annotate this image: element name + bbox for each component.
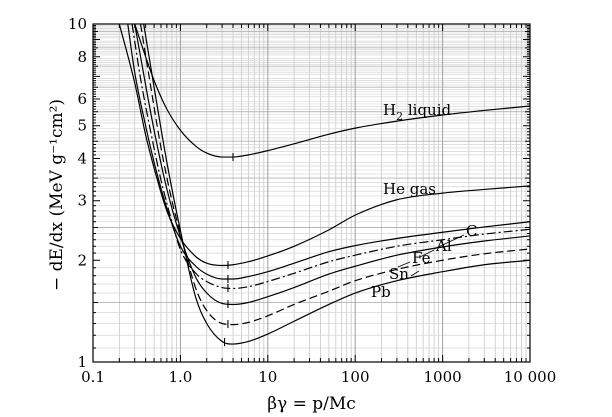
- series-label-c: C: [466, 222, 477, 240]
- y-tick-labels: 1 2 3 4 5 6 8 10: [68, 15, 87, 371]
- y-tick-label: 5: [77, 117, 87, 135]
- x-tick-label: 10 000: [504, 368, 557, 386]
- x-axis-title: βγ = p/Mc: [267, 394, 356, 414]
- x-tick-label: 10: [258, 368, 277, 386]
- y-tick-label: 6: [77, 90, 87, 108]
- label-leader-c: [433, 234, 465, 250]
- curve-he-gas: [118, 23, 531, 267]
- series-label-al: Al: [435, 237, 452, 255]
- x-tick-label: 1000: [424, 368, 462, 386]
- series-label-fe: Fe: [412, 249, 431, 267]
- series-label-pb: Pb: [371, 283, 391, 301]
- grid-lines: [93, 24, 530, 362]
- curve-fe: [134, 23, 531, 306]
- curve-sn: [139, 23, 531, 326]
- series-label-sn: Sn: [389, 265, 409, 283]
- y-tick-label: 10: [68, 15, 87, 33]
- y-tick-label: 4: [77, 150, 87, 168]
- curve-h2-liquid: [134, 23, 531, 158]
- y-tick-label: 3: [77, 192, 87, 210]
- axis-ticks: [92, 24, 530, 362]
- x-tick-label: 1.0: [168, 368, 192, 386]
- x-tick-labels: 0.1 1.0 10 100 1000 10 000: [81, 368, 556, 386]
- curve-c: [127, 23, 531, 280]
- data-curves: [118, 23, 531, 345]
- y-axis-title: − dE/dx (MeV g⁻¹cm²): [47, 99, 67, 291]
- y-tick-label: 1: [77, 353, 87, 371]
- curve-pb: [143, 23, 531, 345]
- minimum-markers: [224, 153, 234, 347]
- y-tick-label: 2: [77, 251, 87, 269]
- y-tick-label: 8: [77, 48, 87, 66]
- x-tick-label: 0.1: [81, 368, 105, 386]
- series-label-he-gas: He gas: [383, 180, 436, 198]
- label-leader-sn: [410, 270, 420, 277]
- x-tick-label: 100: [341, 368, 370, 386]
- label-leader-fe: [397, 261, 411, 268]
- plot-frame: [92, 23, 531, 363]
- curve-al: [131, 23, 531, 290]
- label-leader-al: [419, 249, 435, 258]
